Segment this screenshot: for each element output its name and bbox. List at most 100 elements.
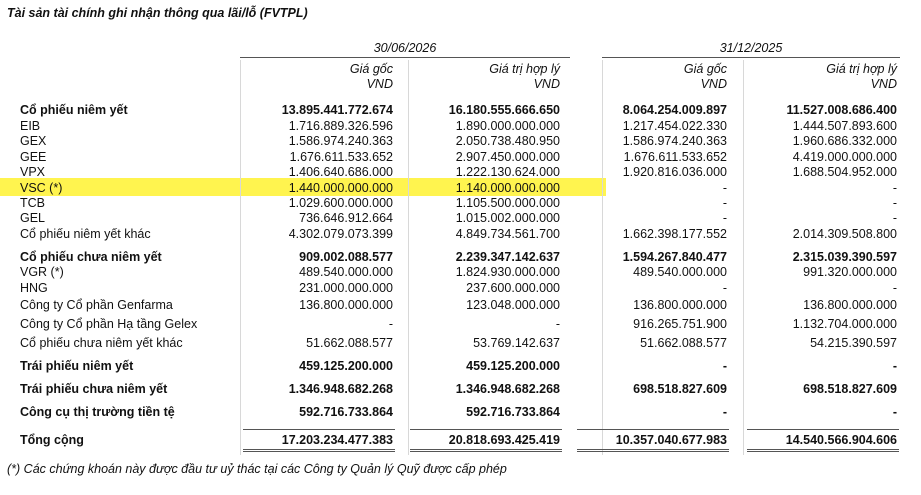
cell-value: - [892, 196, 897, 210]
cell-value: 2.239.347.142.637 [455, 250, 560, 264]
cell-value: 1.824.930.000.000 [455, 265, 560, 279]
cell-value: 54.215.390.597 [810, 336, 897, 350]
row-label: Cổ phiếu niêm yết [20, 103, 128, 117]
cell-value: 1.586.974.240.363 [622, 134, 727, 148]
row-label: EIB [20, 119, 41, 133]
cell-value: - [722, 359, 727, 373]
row-label: VPX [20, 165, 46, 179]
cell-value: 1.222.130.624.000 [455, 165, 560, 179]
cell-value: 4.302.079.073.399 [288, 227, 393, 241]
cell-value: 13.895.441.772.674 [281, 103, 393, 117]
cell-value: - [892, 281, 897, 295]
row-label: GEL [20, 211, 46, 225]
cell-value: 1.960.686.332.000 [792, 134, 897, 148]
rule [243, 449, 395, 450]
cell-value: 123.048.000.000 [466, 298, 560, 312]
cell-value: 2.907.450.000.000 [455, 150, 560, 164]
column-divider [602, 60, 603, 455]
row-label: Trái phiếu niêm yết [20, 359, 134, 373]
rule [240, 57, 570, 58]
column-header: VND [533, 77, 560, 91]
row-label: Công cụ thị trường tiền tệ [20, 405, 175, 419]
cell-value: 231.000.000.000 [299, 281, 393, 295]
rule [410, 449, 562, 450]
cell-value: 592.716.733.864 [299, 405, 393, 419]
cell-value: 489.540.000.000 [299, 265, 393, 279]
row-label: VGR (*) [20, 265, 64, 279]
rule [577, 451, 729, 452]
cell-value: 698.518.827.609 [633, 382, 727, 396]
cell-value: - [892, 181, 897, 195]
rule [747, 451, 899, 452]
cell-value: 1.440.000.000.000 [288, 181, 393, 195]
cell-value: 16.180.555.666.650 [448, 103, 560, 117]
cell-value: 1.890.000.000.000 [455, 119, 560, 133]
cell-value: 1.217.454.022.330 [622, 119, 727, 133]
cell-value: 51.662.088.577 [640, 336, 727, 350]
row-label: Cổ phiếu chưa niêm yết khác [20, 336, 183, 350]
cell-value: - [722, 196, 727, 210]
column-header: Giá gốc [349, 62, 393, 76]
cell-value: 136.800.000.000 [633, 298, 727, 312]
rule [243, 451, 395, 452]
cell-value: 736.646.912.664 [299, 211, 393, 225]
cell-value: - [555, 317, 560, 331]
rule [410, 429, 562, 430]
cell-value: - [388, 317, 393, 331]
cell-value: 17.203.234.477.383 [281, 433, 393, 447]
row-label: Công ty Cổ phần Genfarma [20, 298, 173, 312]
row-label: GEX [20, 134, 47, 148]
cell-value: 2.050.738.480.950 [455, 134, 560, 148]
row-label: Cổ phiếu niêm yết khác [20, 227, 151, 241]
cell-value: 20.818.693.425.419 [448, 433, 560, 447]
column-divider [408, 60, 409, 455]
cell-value: 2.014.309.508.800 [792, 227, 897, 241]
rule [747, 429, 899, 430]
period: 30/06/2026 [373, 41, 437, 55]
cell-value: 1.406.640.686.000 [288, 165, 393, 179]
cell-value: - [892, 359, 897, 373]
column-header: VND [366, 77, 393, 91]
period: 31/12/2025 [719, 41, 783, 55]
cell-value: 459.125.200.000 [466, 359, 560, 373]
cell-value: 53.769.142.637 [473, 336, 560, 350]
column-header: Giá trị hợp lý [826, 62, 897, 76]
cell-value: 1.716.889.326.596 [288, 119, 393, 133]
cell-value: 1.346.948.682.268 [455, 382, 560, 396]
column-header: Giá gốc [683, 62, 727, 76]
column-header: Giá trị hợp lý [489, 62, 560, 76]
cell-value: 1.688.504.952.000 [792, 165, 897, 179]
cell-value: - [722, 211, 727, 225]
footnote: (*) Các chứng khoán này được đầu tư uỷ t… [7, 462, 507, 476]
rule [410, 451, 562, 452]
cell-value: 136.800.000.000 [803, 298, 897, 312]
rule [577, 449, 729, 450]
cell-value: 1.662.398.177.552 [622, 227, 727, 241]
rule [243, 429, 395, 430]
cell-value: 1.676.611.533.652 [623, 150, 727, 164]
cell-value: 1.676.611.533.652 [289, 150, 393, 164]
column-divider [743, 60, 744, 455]
cell-value: 1.140.000.000.000 [455, 181, 560, 195]
cell-value: - [722, 281, 727, 295]
cell-value: 2.315.039.390.597 [792, 250, 897, 264]
cell-value: 1.346.948.682.268 [288, 382, 393, 396]
cell-value: - [722, 405, 727, 419]
row-label: GEE [20, 150, 47, 164]
cell-value: 909.002.088.577 [299, 250, 393, 264]
cell-value: - [892, 211, 897, 225]
cell-value: 916.265.751.900 [633, 317, 727, 331]
rule [602, 57, 900, 58]
row-label: VSC (*) [20, 181, 63, 195]
cell-value: 1.920.816.036.000 [622, 165, 727, 179]
cell-value: 698.518.827.609 [803, 382, 897, 396]
title: Tài sản tài chính ghi nhận thông qua lãi… [7, 6, 308, 20]
cell-value: - [722, 181, 727, 195]
cell-value: 51.662.088.577 [306, 336, 393, 350]
cell-value: 1.015.002.000.000 [455, 211, 560, 225]
row-label: HNG [20, 281, 48, 295]
cell-value: 14.540.566.904.606 [785, 433, 897, 447]
cell-value: 489.540.000.000 [633, 265, 727, 279]
cell-value: 1.132.704.000.000 [792, 317, 897, 331]
